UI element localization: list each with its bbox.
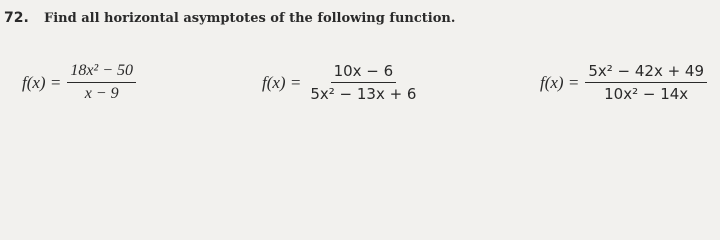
- function-lhs: f(x) =: [22, 72, 62, 92]
- function: f(x) = 18x² − 50 x − 9: [22, 60, 137, 105]
- problem-number: 72.: [4, 10, 29, 26]
- denominator: x − 9: [84, 85, 119, 102]
- instruction: Find all horizontal asymptotes of the fo…: [44, 11, 456, 26]
- function: f(x) = 5x² − 42x + 49 10x² − 14x: [540, 60, 708, 105]
- function: f(x) = 10x − 6 5x² − 13x + 6: [262, 60, 419, 105]
- denominator: 5x² − 13x + 6: [310, 85, 417, 103]
- numerator: 10x − 6: [330, 60, 397, 83]
- numerator: 18x² − 50: [67, 60, 137, 83]
- fraction: 18x² − 50 x − 9: [67, 60, 137, 105]
- page: 72. Find all horizontal asymptotes of th…: [4, 10, 708, 105]
- function-lhs: f(x) =: [262, 72, 302, 92]
- fraction: 5x² − 42x + 49 10x² − 14x: [585, 60, 708, 105]
- fraction: 10x − 6 5x² − 13x + 6: [307, 60, 419, 105]
- numerator: 5x² − 42x + 49: [585, 60, 708, 83]
- function-lhs: f(x) =: [540, 72, 580, 92]
- denominator: 10x² − 14x: [604, 85, 689, 103]
